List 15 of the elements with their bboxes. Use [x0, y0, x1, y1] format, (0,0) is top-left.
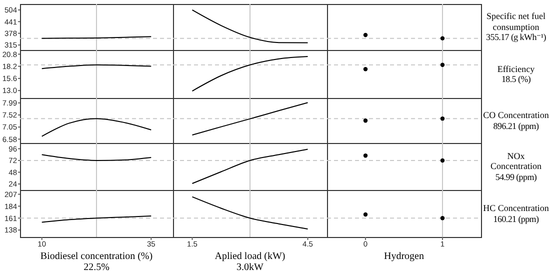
- text: 160.21 (ppm): [492, 214, 540, 224]
- text: Specific net fuel consumption: [486, 11, 546, 32]
- text: CO Concentration: [482, 110, 550, 120]
- x-axis-title: Hydrogen: [383, 251, 425, 262]
- text: 18.5 (%): [500, 74, 532, 84]
- text: 3.0kW: [236, 262, 264, 271]
- text: 896.21 (ppm): [492, 120, 540, 131]
- text: 22.5%: [82, 262, 110, 271]
- line-series: [41, 216, 152, 223]
- line-series: [41, 118, 152, 137]
- text: HC Concentration: [482, 203, 550, 214]
- text: 355.17 (g kWh⁻¹): [485, 32, 547, 43]
- text: NOx Concentration: [490, 150, 542, 172]
- text: Efficiency: [496, 64, 536, 74]
- text: 54.99 (ppm): [494, 172, 538, 182]
